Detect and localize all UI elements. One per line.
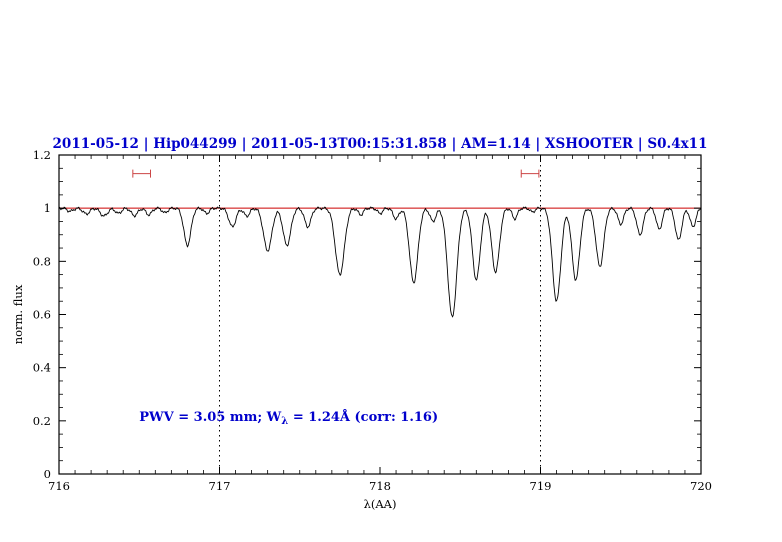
y-tick-label: 0.6 (33, 308, 51, 322)
x-tick-label: 719 (530, 479, 552, 493)
pwv-annotation: PWV = 3.05 mm; Wλ = 1.24Å (corr: 1.16) (139, 409, 438, 427)
x-tick-label: 717 (209, 479, 231, 493)
range-marker (132, 169, 151, 178)
x-tick-label: 716 (48, 479, 70, 493)
annotation-text-part: = 1.24Å (corr: 1.16) (288, 409, 438, 425)
annotation-text-part: λ (281, 416, 288, 427)
y-tick-label: 0.4 (33, 361, 51, 375)
plot-box (58, 154, 702, 475)
y-tick-label: 1 (44, 201, 51, 215)
y-tick-label: 1.2 (33, 148, 51, 162)
spectrum-line (58, 206, 702, 318)
plot-title: 2011-05-12 | Hip044299 | 2011-05-13T00:1… (53, 136, 708, 152)
y-axis-label: norm. flux (11, 284, 25, 344)
y-tick-label: 0 (44, 467, 51, 481)
y-tick-label: 0.2 (33, 414, 51, 428)
range-marker (520, 169, 540, 178)
annotation-text-part: PWV = 3.05 mm; W (139, 410, 281, 425)
y-tick-label: 0.8 (33, 254, 51, 268)
x-tick-label: 720 (690, 479, 712, 493)
x-tick-label: 718 (369, 479, 391, 493)
x-axis-label: λ(AA) (364, 497, 397, 511)
